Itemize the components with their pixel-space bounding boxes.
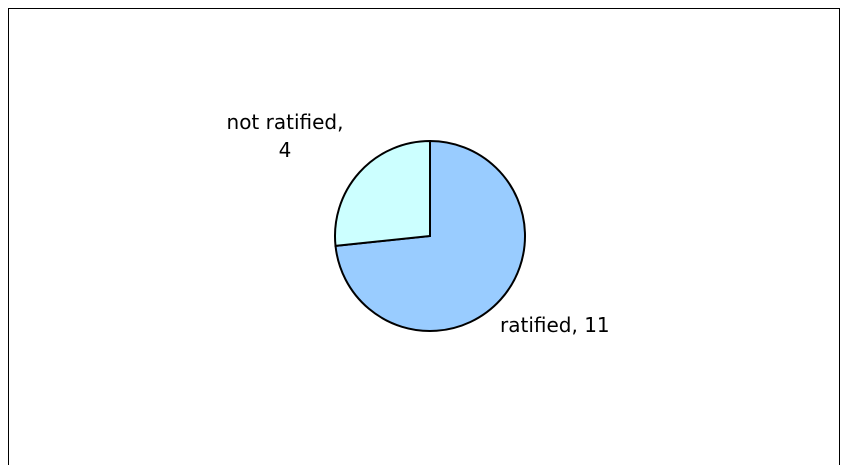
data-label-not-ratified: not ratified, 4	[226, 110, 344, 162]
pie-slice-not-ratified	[334, 139, 431, 248]
data-label-ratified: ratified, 11	[500, 313, 610, 337]
